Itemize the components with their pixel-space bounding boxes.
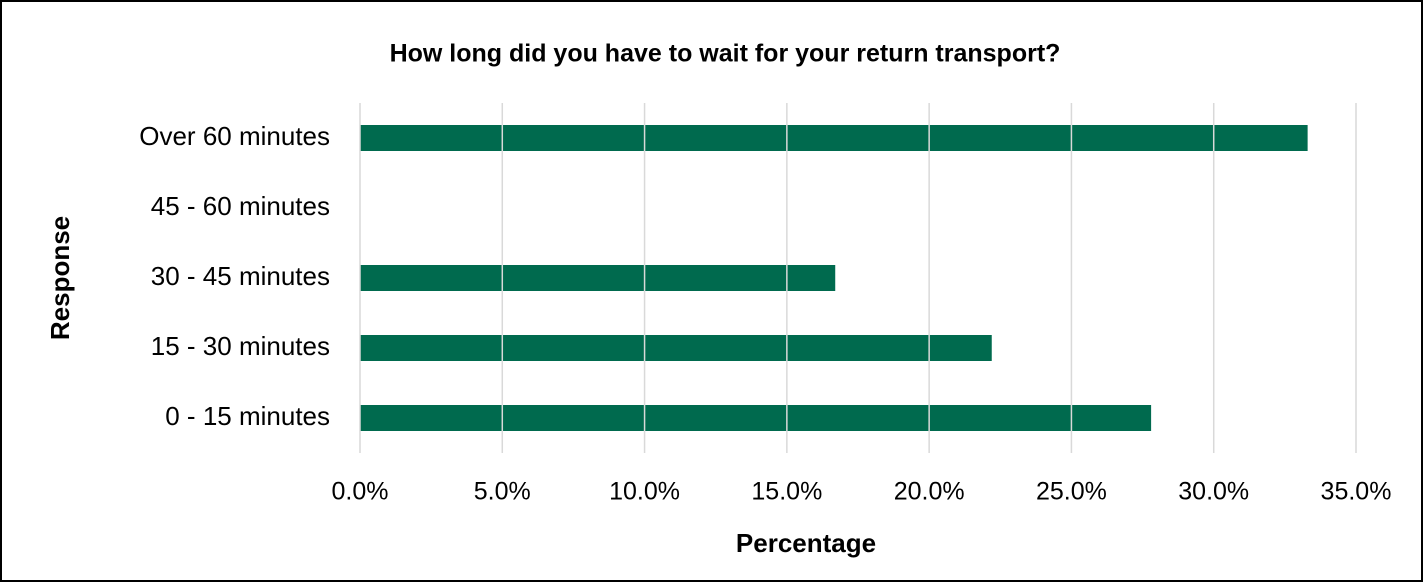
bar: [360, 265, 836, 291]
x-tick-label: 30.0%: [1178, 478, 1249, 506]
y-tick-label: 0 - 15 minutes: [165, 401, 330, 431]
bar: [360, 125, 1308, 151]
x-axis-title: Percentage: [736, 528, 876, 558]
x-tick-label: 25.0%: [1036, 478, 1107, 506]
y-tick-label: 45 - 60 minutes: [151, 191, 330, 221]
y-axis-title: Response: [45, 216, 75, 340]
y-tick-label: 15 - 30 minutes: [151, 331, 330, 361]
x-tick-label: 0.0%: [332, 478, 389, 506]
x-tick-label: 15.0%: [751, 478, 822, 506]
y-tick-label: 30 - 45 minutes: [151, 261, 330, 291]
chart-title: How long did you have to wait for your r…: [390, 40, 1061, 68]
bar: [360, 405, 1152, 431]
x-tick-label: 35.0%: [1321, 478, 1392, 506]
x-tick-label: 5.0%: [474, 478, 531, 506]
bar: [360, 335, 992, 361]
x-tick-label: 10.0%: [609, 478, 680, 506]
y-tick-label: Over 60 minutes: [139, 121, 330, 151]
x-tick-label: 20.0%: [894, 478, 965, 506]
